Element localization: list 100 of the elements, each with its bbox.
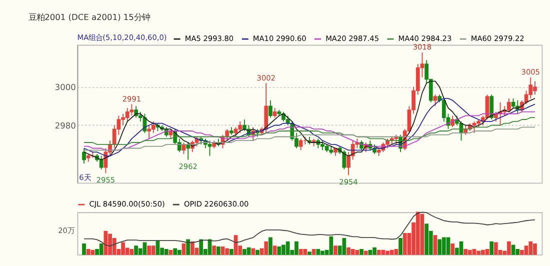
bar bbox=[528, 241, 533, 255]
bar bbox=[464, 249, 468, 255]
bar bbox=[298, 249, 303, 255]
bar bbox=[177, 250, 182, 255]
bar bbox=[112, 238, 116, 255]
candlestick bbox=[264, 82, 268, 134]
candlestick bbox=[208, 140, 212, 156]
bar bbox=[390, 250, 394, 255]
bar bbox=[199, 239, 204, 255]
bar bbox=[212, 246, 216, 255]
candlestick bbox=[433, 94, 438, 107]
annotation: 3002 bbox=[256, 73, 276, 82]
bar bbox=[316, 249, 320, 255]
bar bbox=[182, 244, 186, 255]
bar bbox=[251, 248, 256, 255]
bar bbox=[156, 240, 160, 255]
candlestick bbox=[298, 138, 303, 151]
annotation: 6天 bbox=[79, 172, 91, 182]
bar bbox=[268, 237, 272, 255]
bar bbox=[472, 249, 476, 255]
bar bbox=[225, 248, 230, 255]
legend-label: MA5 2993.80 bbox=[184, 34, 234, 43]
bar bbox=[376, 250, 381, 255]
bar bbox=[242, 249, 246, 255]
candlestick bbox=[238, 120, 242, 134]
chart-title: 豆粕2001 (DCE a2001) 15分钟 bbox=[28, 12, 150, 22]
bar bbox=[142, 242, 147, 255]
bar bbox=[230, 249, 234, 255]
candlestick bbox=[442, 98, 446, 122]
bar bbox=[329, 236, 334, 255]
candlestick bbox=[268, 100, 272, 118]
bar bbox=[416, 212, 420, 255]
annotation: 2955 bbox=[96, 175, 116, 184]
bar bbox=[312, 249, 316, 255]
bar bbox=[190, 241, 194, 255]
bar bbox=[398, 238, 402, 255]
bar bbox=[350, 249, 355, 255]
bar bbox=[277, 246, 282, 255]
line-series bbox=[84, 111, 536, 151]
bar bbox=[494, 242, 498, 255]
candlestick bbox=[225, 128, 230, 142]
bar bbox=[402, 232, 407, 255]
bar bbox=[490, 241, 494, 255]
legend-label: OPID 2260630.00 bbox=[184, 199, 250, 208]
bar bbox=[372, 247, 376, 255]
text: 20万 bbox=[58, 226, 74, 236]
y-tick-label: 2980 bbox=[54, 120, 76, 130]
legend-title: MA组合(5,10,20,40,60,0) bbox=[77, 33, 167, 42]
bar bbox=[360, 249, 364, 255]
bar bbox=[168, 250, 173, 255]
annotation: 2954 bbox=[339, 177, 358, 186]
legend-label: CJL 84590.00(50:50) bbox=[89, 199, 166, 208]
bar bbox=[246, 247, 251, 255]
bar bbox=[130, 249, 134, 255]
bar bbox=[256, 250, 260, 255]
bar bbox=[173, 248, 178, 255]
bar bbox=[450, 244, 455, 255]
candlestick bbox=[242, 119, 246, 132]
candlestick bbox=[151, 120, 156, 134]
annotation: 3005 bbox=[521, 68, 540, 77]
annotation: 2962 bbox=[178, 162, 198, 171]
candlestick bbox=[125, 108, 130, 122]
bar bbox=[511, 244, 516, 255]
legend-label: MA40 2984.23 bbox=[398, 34, 452, 43]
bar bbox=[220, 246, 225, 255]
bar bbox=[308, 252, 312, 255]
bar bbox=[524, 246, 528, 255]
bar bbox=[468, 250, 472, 255]
bar bbox=[446, 237, 450, 255]
bar bbox=[303, 249, 308, 255]
bar bbox=[516, 249, 520, 255]
bar bbox=[86, 249, 90, 255]
candlestick bbox=[99, 155, 104, 170]
bar bbox=[476, 250, 481, 255]
bar bbox=[99, 244, 104, 255]
bar bbox=[480, 250, 485, 255]
bar bbox=[272, 246, 277, 255]
bar bbox=[459, 241, 464, 255]
candlestick bbox=[130, 104, 134, 116]
candlestick bbox=[234, 126, 238, 138]
bar bbox=[355, 250, 360, 255]
bar bbox=[82, 244, 86, 255]
bar bbox=[364, 250, 368, 255]
bar bbox=[394, 249, 398, 255]
bar bbox=[420, 214, 424, 255]
candlestick bbox=[511, 98, 516, 108]
bar bbox=[520, 250, 524, 255]
candlestick bbox=[342, 150, 346, 170]
bar bbox=[90, 250, 95, 255]
bar bbox=[342, 238, 346, 255]
candlestick bbox=[82, 148, 86, 164]
bar bbox=[264, 241, 268, 255]
bar bbox=[442, 237, 446, 255]
candlestick bbox=[272, 108, 277, 118]
legend-label: MA10 2990.60 bbox=[252, 34, 307, 43]
candlestick bbox=[472, 120, 476, 134]
bar bbox=[433, 235, 438, 255]
bar bbox=[186, 239, 190, 255]
bar bbox=[334, 246, 338, 255]
bar bbox=[216, 246, 220, 255]
